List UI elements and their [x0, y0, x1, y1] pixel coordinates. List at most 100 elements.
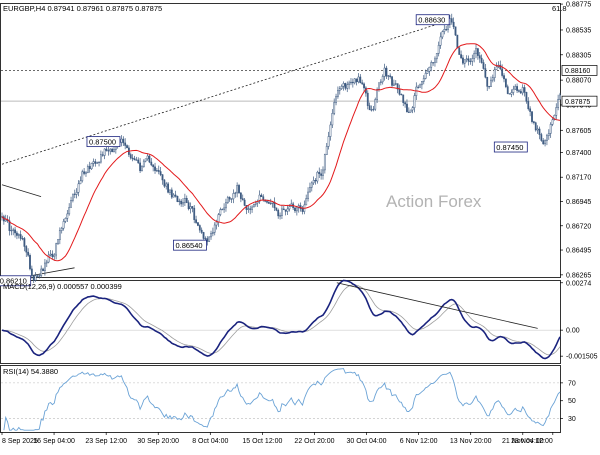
candle: [318, 167, 321, 178]
price-tick-label: 0.88070: [566, 78, 591, 85]
candle: [124, 138, 127, 150]
candle: [16, 230, 18, 240]
candle-body: [228, 197, 231, 200]
candle-body: [430, 62, 433, 68]
candle-body: [370, 109, 373, 111]
candle-body: [169, 189, 171, 193]
candle: [363, 82, 365, 92]
candle-body: [98, 161, 100, 163]
candle-body: [187, 202, 190, 210]
candle: [126, 144, 128, 149]
candle: [407, 107, 410, 113]
candle: [275, 207, 278, 212]
candle: [75, 188, 78, 199]
candle-body: [111, 148, 114, 153]
candle-body: [463, 59, 466, 64]
candle: [443, 24, 446, 35]
candle-body: [124, 142, 127, 146]
candle-body: [295, 207, 298, 212]
candle: [221, 208, 224, 211]
candle-body: [400, 94, 403, 96]
candle-body: [462, 57, 464, 64]
candle: [351, 78, 354, 88]
candle-body: [310, 182, 313, 188]
candle-body: [419, 84, 421, 88]
candle-body: [191, 206, 194, 209]
candle: [310, 181, 313, 192]
macd-tick-label: 0.00274: [566, 280, 591, 287]
candle-body: [353, 78, 356, 84]
candle-body: [495, 66, 498, 70]
candle-body: [340, 86, 343, 89]
candle-body: [378, 82, 380, 90]
candle: [133, 155, 136, 161]
candle: [549, 122, 552, 138]
date-tick-label: 21 Nov 04:00: [502, 438, 544, 445]
candle-body: [512, 88, 515, 93]
candle-body: [131, 157, 134, 159]
price-tick-label: 0.88535: [566, 27, 591, 34]
candle-body: [478, 55, 481, 59]
candle: [437, 41, 440, 57]
candle-body: [27, 251, 30, 256]
candle: [508, 93, 511, 95]
callout-label: 0.88630: [418, 16, 445, 25]
candle: [536, 125, 539, 134]
candle: [463, 59, 466, 68]
candle-body: [363, 83, 365, 89]
candle: [163, 179, 166, 188]
candle-body: [215, 221, 218, 226]
candle: [473, 50, 476, 63]
candle-body: [208, 236, 211, 242]
candle: [518, 89, 520, 93]
candle: [155, 168, 158, 173]
moving-average-line: [1, 43, 561, 262]
candle: [120, 135, 123, 147]
candle-body: [221, 209, 224, 211]
callout-label: 0.86540: [175, 241, 202, 250]
candle: [309, 182, 311, 193]
candle: [452, 17, 455, 30]
candle-body: [195, 219, 197, 223]
candle: [249, 205, 252, 215]
candle: [70, 196, 72, 208]
callout-box: [86, 136, 121, 148]
candle: [157, 165, 160, 175]
candle-body: [506, 86, 509, 94]
candle: [516, 83, 518, 94]
candle: [490, 76, 492, 88]
candle-body: [361, 82, 364, 85]
candle: [434, 56, 436, 67]
candle-body: [251, 206, 253, 210]
candle-body: [547, 133, 550, 136]
candle-body: [135, 159, 138, 161]
candle-body: [4, 219, 7, 222]
candle-body: [211, 231, 214, 234]
candle: [555, 103, 558, 121]
candle-body: [62, 221, 65, 229]
candle: [182, 198, 184, 207]
macd-tick-label: 0.00: [566, 328, 580, 335]
candle-body: [447, 24, 449, 30]
candle-body: [225, 202, 227, 209]
candle-body: [413, 95, 416, 108]
candle: [100, 150, 102, 164]
candle-body: [238, 185, 240, 194]
candle: [159, 167, 162, 177]
candle-body: [518, 90, 520, 92]
candle: [2, 214, 5, 225]
candle-body: [404, 102, 407, 105]
candle: [51, 250, 54, 260]
candle-body: [540, 134, 543, 141]
candle-body: [325, 146, 328, 155]
candle: [314, 178, 317, 185]
candle: [198, 224, 201, 233]
candle: [211, 227, 214, 237]
candle: [402, 94, 405, 107]
candle: [58, 227, 61, 245]
moving-average: [1, 43, 561, 262]
macd-tick-label: -0.001505: [566, 354, 598, 361]
candle-body: [152, 164, 155, 168]
candle-body: [88, 166, 91, 170]
candle-body: [508, 93, 511, 95]
